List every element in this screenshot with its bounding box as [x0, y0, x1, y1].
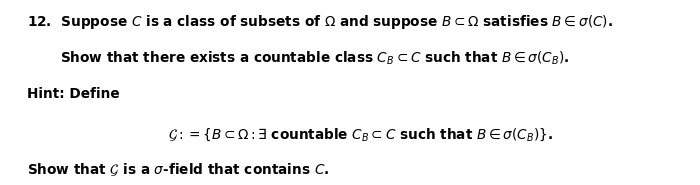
- Text: Show that $\mathcal{G}$ is a $\sigma$-field that contains $C$.: Show that $\mathcal{G}$ is a $\sigma$-fi…: [27, 161, 329, 178]
- Text: $\mathcal{G} := \{B \subset \Omega : \exists$ countable $C_B \subset C$ such tha: $\mathcal{G} := \{B \subset \Omega : \ex…: [168, 126, 553, 143]
- Text: 12.  Suppose $C$ is a class of subsets of $\Omega$ and suppose $B \subset \Omega: 12. Suppose $C$ is a class of subsets of…: [27, 13, 612, 31]
- Text: Show that there exists a countable class $C_B \subset C$ such that $B \in \sigma: Show that there exists a countable class…: [60, 50, 570, 67]
- Text: Hint: Define: Hint: Define: [27, 87, 119, 101]
